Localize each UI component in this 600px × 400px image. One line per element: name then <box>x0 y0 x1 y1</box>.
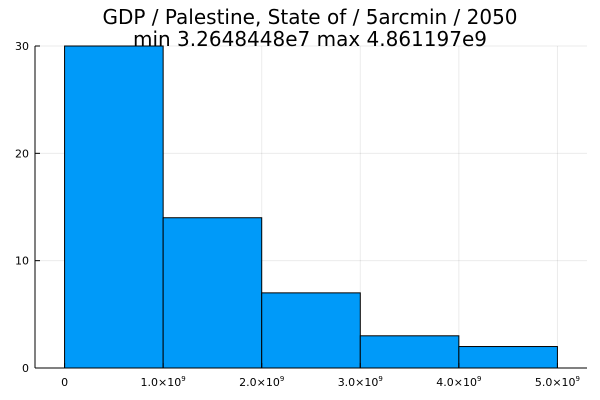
histogram-bar-0 <box>64 45 164 369</box>
chart-title: GDP / Palestine, State of / 5arcmin / 20… <box>102 5 517 29</box>
x-tick-label-1: 1.0×109 <box>141 375 186 389</box>
y-tick-label-2: 20 <box>15 147 29 160</box>
y-tick-label-0: 0 <box>22 362 29 375</box>
x-tick-label-0: 0 <box>61 376 68 389</box>
histogram-bar-1 <box>162 217 263 369</box>
x-tick-label-5: 5.0×109 <box>535 375 580 389</box>
histogram-bar-4 <box>458 346 558 369</box>
axes: 0 1.0×109 2.0×109 3.0×109 4.0×109 5.0×109 0 10 2… <box>15 40 587 389</box>
histogram-bar-3 <box>359 335 460 369</box>
y-tick-label-3: 30 <box>15 40 29 53</box>
x-tick-label-3: 3.0×109 <box>338 375 383 389</box>
bars <box>64 45 558 369</box>
histogram-bar-2 <box>261 292 361 369</box>
y-tick-label-1: 10 <box>15 255 29 268</box>
x-tick-label-4: 4.0×109 <box>436 375 481 389</box>
x-tick-label-2: 2.0×109 <box>239 375 284 389</box>
chart-subtitle: min 3.2648448e7 max 4.861197e9 <box>133 27 487 51</box>
